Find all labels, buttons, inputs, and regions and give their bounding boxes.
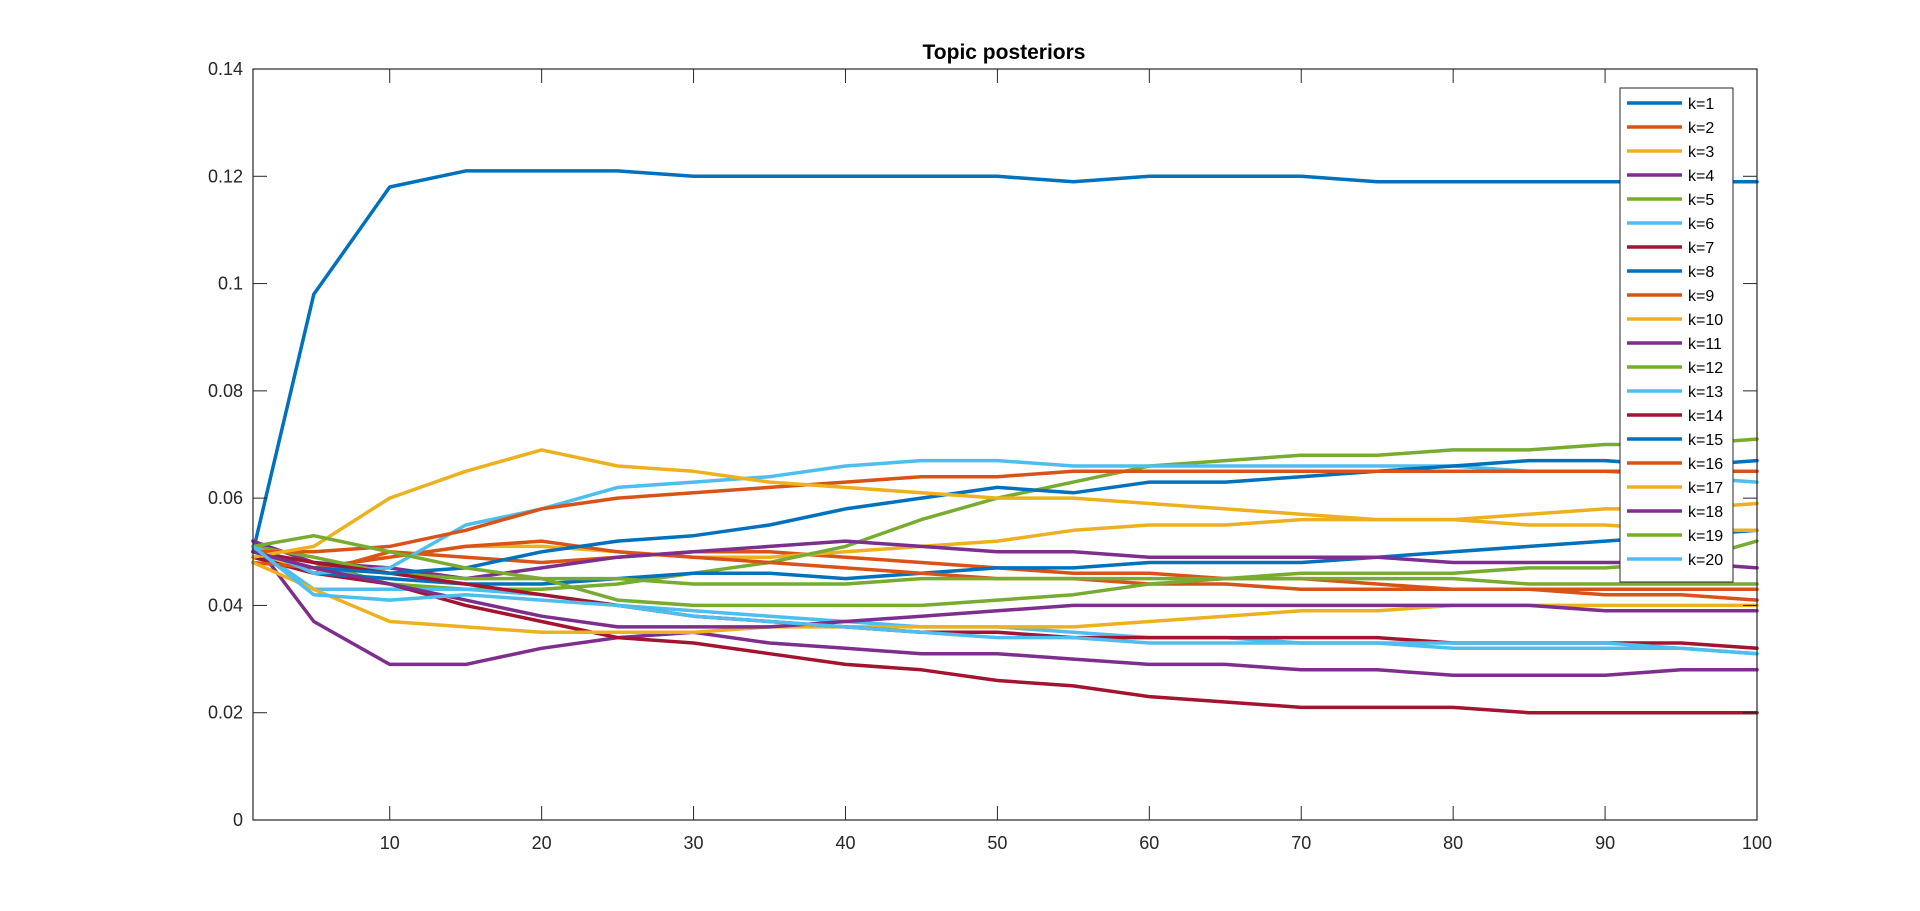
series-line-13	[251, 458, 1759, 575]
legend-label: k=16	[1688, 456, 1723, 473]
plot-area	[253, 69, 1757, 820]
legend-label: k=19	[1688, 528, 1723, 545]
series-line-7	[251, 555, 1759, 715]
legend: k=1 k=2 k=3 k=4 k=5 k=6 k=7 k=8 k=9 k=10 k=11 k=12 k…	[1619, 87, 1734, 583]
series-line-8	[251, 528, 1759, 586]
y-tick-label: 0.12	[208, 166, 243, 186]
chart-title: Topic posteriors	[923, 41, 1086, 64]
series-line-11	[251, 539, 1759, 581]
axes-layer: 10 20 30 40 50 60 70 80 90 100 0 0.02 0.04 0.06 0.08 0.…	[208, 59, 1772, 853]
legend-label: k=20	[1688, 552, 1723, 569]
legend-label: k=8	[1688, 264, 1714, 281]
series-line-15	[251, 458, 1759, 575]
x-tick-label: 50	[987, 833, 1007, 853]
series-line-20	[251, 544, 1759, 656]
legend-label: k=11	[1688, 336, 1722, 353]
legend-label: k=2	[1688, 120, 1714, 137]
y-tick-label: 0.06	[208, 488, 243, 508]
series-line-16	[251, 469, 1759, 554]
legend-label: k=10	[1688, 312, 1723, 329]
legend-label: k=15	[1688, 432, 1723, 449]
legend-label: k=4	[1688, 168, 1714, 185]
y-tick-label: 0	[233, 810, 243, 830]
x-tick-label: 60	[1139, 833, 1159, 853]
legend-label: k=1	[1688, 96, 1714, 113]
x-tick-label: 80	[1443, 833, 1463, 853]
series-line-18	[251, 550, 1759, 629]
x-tick-label: 20	[532, 833, 552, 853]
series-line-17	[251, 448, 1759, 559]
y-tick-label: 0.08	[208, 381, 243, 401]
legend-label: k=6	[1688, 216, 1714, 233]
legend-label: k=3	[1688, 144, 1714, 161]
x-tick-label: 40	[835, 833, 855, 853]
legend-label: k=18	[1688, 504, 1723, 521]
x-tick-label: 90	[1595, 833, 1615, 853]
series-layer	[251, 169, 1759, 715]
legend-label: k=13	[1688, 384, 1723, 401]
series-line-19	[251, 533, 1759, 608]
legend-label: k=5	[1688, 192, 1714, 209]
legend-label: k=7	[1688, 240, 1714, 257]
x-tick-label: 30	[684, 833, 704, 853]
x-tick-label: 10	[380, 833, 400, 853]
x-tick-label: 100	[1742, 833, 1772, 853]
series-line-12	[251, 544, 1759, 586]
y-tick-label: 0.04	[208, 595, 243, 615]
legend-label: k=14	[1688, 408, 1723, 425]
legend-label: k=9	[1688, 288, 1714, 305]
legend-label: k=12	[1688, 360, 1723, 377]
series-line-1	[251, 169, 1759, 554]
y-tick-label: 0.14	[208, 59, 243, 79]
legend-box	[1619, 87, 1734, 583]
legend-label: k=17	[1688, 480, 1723, 497]
y-tick-label: 0.1	[218, 274, 243, 294]
series-line-4	[251, 539, 1759, 677]
axes-box	[252, 68, 1758, 821]
y-tick-label: 0.02	[208, 703, 243, 723]
series-line-3	[251, 501, 1759, 570]
x-tick-label: 70	[1291, 833, 1311, 853]
